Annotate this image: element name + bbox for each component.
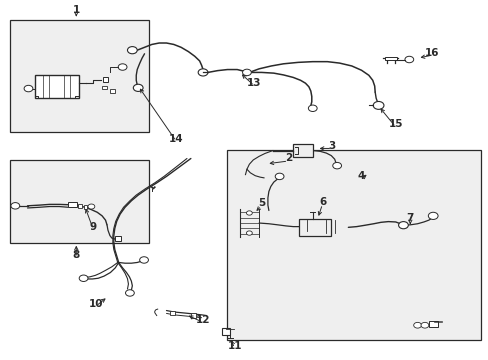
- Bar: [102, 86, 107, 89]
- Text: 6: 6: [318, 197, 325, 207]
- Text: 12: 12: [195, 315, 210, 325]
- Circle shape: [246, 211, 252, 215]
- Bar: [110, 89, 115, 93]
- Circle shape: [308, 105, 317, 112]
- Bar: [10, 21, 149, 132]
- Circle shape: [79, 275, 88, 282]
- Text: 10: 10: [88, 299, 103, 309]
- Circle shape: [275, 173, 284, 180]
- Text: 4: 4: [357, 171, 365, 181]
- Bar: [83, 206, 87, 209]
- Text: 1: 1: [73, 5, 80, 15]
- Bar: [68, 202, 77, 207]
- Bar: [222, 328, 229, 334]
- Bar: [227, 149, 480, 339]
- Circle shape: [127, 46, 137, 54]
- Circle shape: [332, 162, 341, 169]
- Text: 16: 16: [424, 48, 439, 58]
- Text: 8: 8: [73, 250, 80, 260]
- Circle shape: [140, 257, 148, 263]
- Bar: [78, 204, 81, 208]
- Text: 9: 9: [90, 222, 97, 231]
- Circle shape: [24, 85, 33, 92]
- Circle shape: [118, 64, 127, 70]
- Text: 15: 15: [387, 120, 402, 129]
- Bar: [292, 144, 313, 157]
- Circle shape: [198, 69, 207, 76]
- Text: 2: 2: [284, 153, 291, 163]
- Bar: [299, 219, 330, 236]
- Circle shape: [246, 231, 252, 235]
- Bar: [102, 77, 108, 82]
- Text: 7: 7: [406, 213, 413, 222]
- Text: 13: 13: [246, 78, 261, 88]
- Circle shape: [398, 222, 407, 229]
- Bar: [115, 235, 121, 240]
- Text: 3: 3: [328, 141, 335, 151]
- Bar: [10, 160, 149, 243]
- Text: 5: 5: [257, 198, 264, 208]
- Text: 14: 14: [168, 134, 183, 144]
- Circle shape: [125, 290, 134, 296]
- Bar: [190, 314, 195, 318]
- Text: 11: 11: [227, 341, 242, 351]
- Circle shape: [372, 102, 383, 109]
- Circle shape: [133, 84, 143, 91]
- Circle shape: [404, 56, 413, 63]
- Circle shape: [242, 69, 251, 76]
- Circle shape: [420, 322, 428, 328]
- Bar: [169, 311, 174, 315]
- Bar: [384, 57, 396, 60]
- Bar: [35, 75, 79, 98]
- Circle shape: [88, 204, 95, 209]
- Circle shape: [11, 203, 20, 209]
- Circle shape: [427, 212, 437, 220]
- Circle shape: [413, 322, 421, 328]
- Bar: [428, 321, 437, 327]
